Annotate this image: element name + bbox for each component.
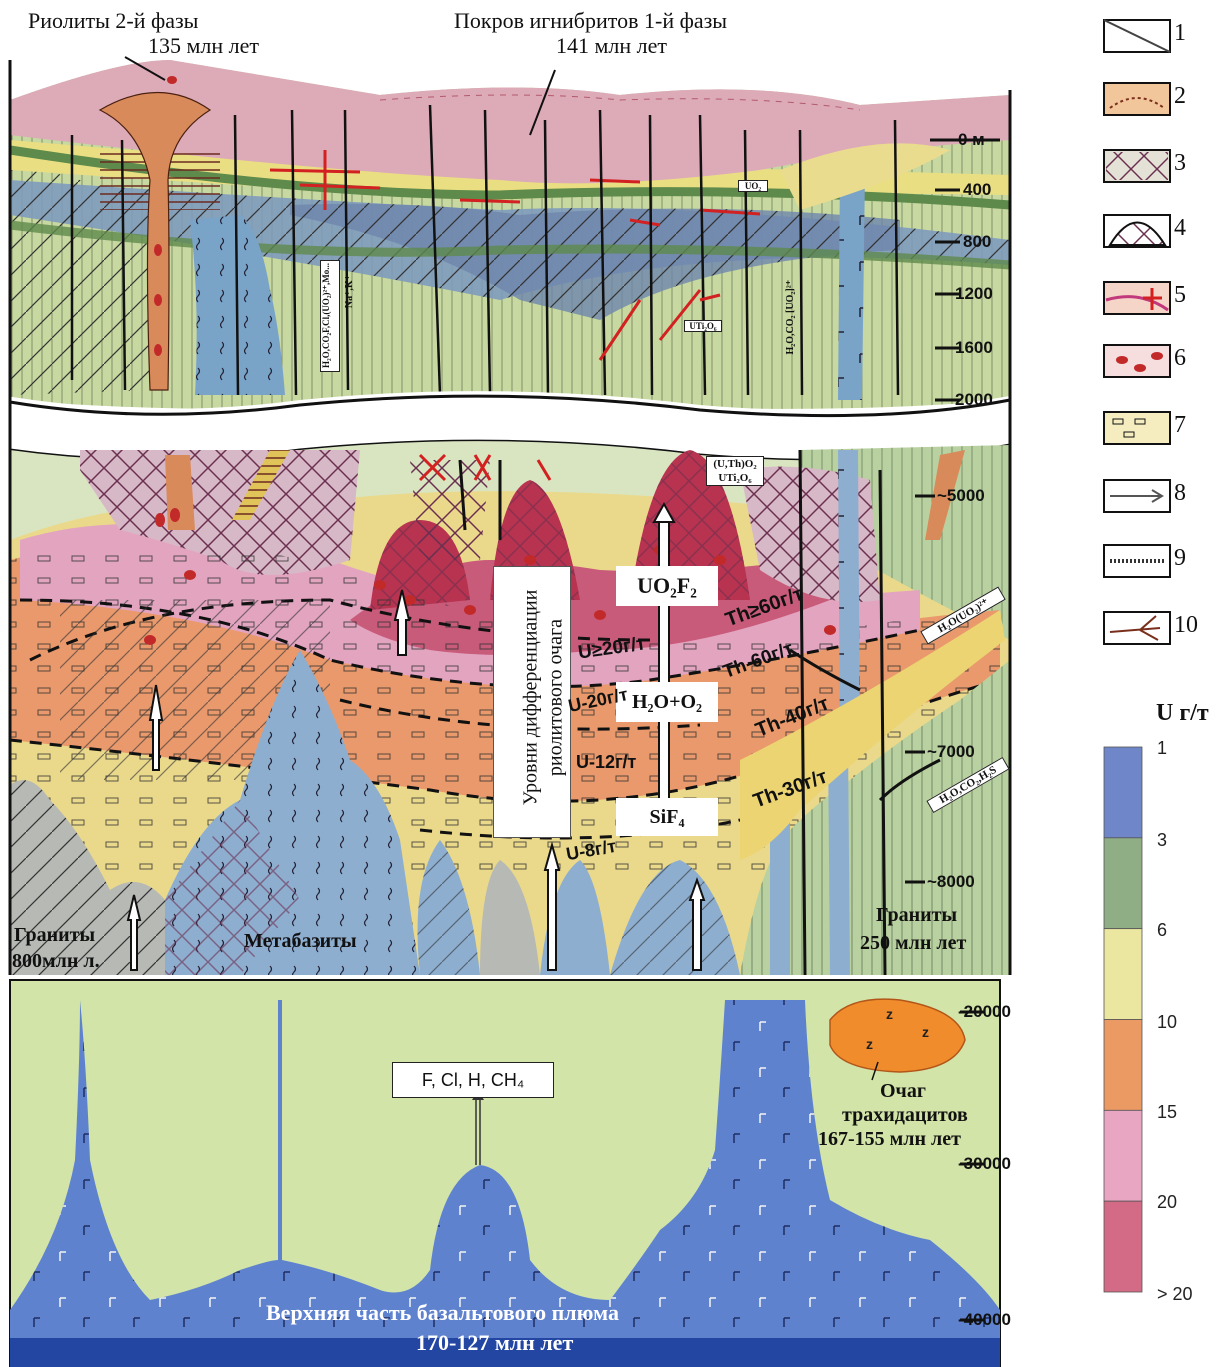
formula-box-uo2-upper: UO₂: [738, 180, 768, 192]
depth-mark-400: 400: [963, 180, 992, 199]
granites-250-label: Граниты: [876, 904, 958, 926]
depth-mark-0: 0 м: [958, 130, 985, 149]
depth-mark-8000: ~8000: [927, 872, 975, 891]
formula-box-f-cl-h-ch4: F, Cl, H, CH₄: [392, 1062, 554, 1098]
trachydacite-label-2: трахидацитов: [842, 1104, 968, 1126]
formula-box-sif4: SiF₄: [616, 798, 718, 836]
h2o-co2-uo2-label: H₂O,CO₂ [UO₂]²⁺: [785, 280, 796, 355]
granites-250-age-label: 250 млн лет: [860, 932, 967, 954]
ignimbrites-label: Покров игнибритов 1-й фазы: [454, 8, 728, 33]
formula-box-uth: (U,Th)O₂ UTi₂O₆: [706, 456, 764, 486]
na-k-label: Na⁺,K⁺: [344, 275, 355, 309]
scale-segment-0: [1103, 746, 1143, 839]
legend-item-7: 7: [1174, 412, 1186, 438]
uranium-scale-bar: [1103, 746, 1143, 1293]
legend-item-3: 3: [1174, 150, 1186, 176]
depth-mark-1600: 1600: [955, 338, 993, 357]
legend-item-1: 1: [1174, 20, 1186, 46]
legend-item-5: 5: [1174, 282, 1186, 308]
scale-label-15: 15: [1157, 1102, 1178, 1122]
plume-label-1: Верхняя часть базальтового плюма: [266, 1300, 619, 1325]
granites-800-label: Граниты: [14, 924, 96, 946]
trachydacite-label-3: 167-155 млн лет: [818, 1128, 961, 1150]
scale-label-3: 3: [1157, 830, 1168, 850]
scale-segment-2: [1103, 928, 1143, 1020]
formula-box-h2o-co2-f-cl: H₂O,CO₂F,Cl,(UO₂)²⁺,Mo...: [320, 260, 340, 372]
legend-item-9: 9: [1174, 545, 1186, 571]
granites-800-age-label: 800млн л.: [12, 950, 100, 972]
trachydacite-z-3: z: [922, 1024, 929, 1040]
legend-item-10: 10: [1174, 612, 1198, 638]
legend-item-4: 4: [1174, 215, 1186, 241]
scale-label-1: 1: [1157, 738, 1168, 758]
trachydacite-label-1: Очаг: [880, 1080, 926, 1102]
scale-label-gt20: > 20: [1157, 1284, 1193, 1304]
depth-mark-5000: ~5000: [937, 486, 985, 505]
legend-item-2: 2: [1174, 83, 1186, 109]
differentiation-levels-label-2: риолитового очага: [544, 618, 567, 777]
ignimbrites-age-label: 141 млн лет: [556, 33, 668, 58]
differentiation-levels-box: [493, 566, 571, 838]
rhyolites-label: Риолиты 2-й фазы: [28, 8, 199, 33]
legend-item-8: 8: [1174, 480, 1186, 506]
trachydacite-z-2: z: [866, 1036, 873, 1052]
depth-mark-40000: -40000: [958, 1310, 1011, 1329]
depth-mark-30000: -30000: [958, 1154, 1011, 1173]
uth-o2-label: (U,Th)O₂: [713, 458, 757, 470]
rhyolites-age-label: 135 млн лет: [148, 33, 260, 58]
uranium-scale-title: U г/т: [1156, 700, 1209, 726]
depth-mark-800: 800: [963, 232, 992, 251]
depth-mark-1200: 1200: [955, 284, 993, 303]
formula-box-h2o-o2: H₂O+O₂: [616, 682, 718, 722]
grade-u12-label: U-12г/т: [576, 752, 637, 772]
plume-label-2: 170-127 млн лет: [416, 1330, 574, 1355]
formula-box-uti2o6-upper: UTi₂O₆: [684, 320, 722, 332]
scale-segment-3: [1103, 1019, 1143, 1111]
scale-segment-1: [1103, 837, 1143, 930]
scale-label-10: 10: [1157, 1012, 1178, 1032]
legend-item-6: 6: [1174, 345, 1186, 371]
scale-label-6: 6: [1157, 920, 1168, 940]
differentiation-levels-label-1: Уровни дифференциации: [519, 589, 542, 806]
trachydacite-z-1: z: [886, 1006, 893, 1022]
metabasites-label: Метабазиты: [244, 930, 357, 952]
depth-mark-20000: -20000: [958, 1002, 1011, 1021]
scale-segment-5: [1103, 1200, 1143, 1293]
formula-box-uo2f2: UO₂F₂: [616, 566, 718, 606]
depth-mark-7000: ~7000: [927, 742, 975, 761]
depth-mark-2000: 2000: [955, 390, 993, 409]
scale-segment-4: [1103, 1109, 1143, 1202]
uti2o6-label: UTi₂O₆: [718, 472, 752, 484]
scale-label-20: 20: [1157, 1192, 1178, 1212]
